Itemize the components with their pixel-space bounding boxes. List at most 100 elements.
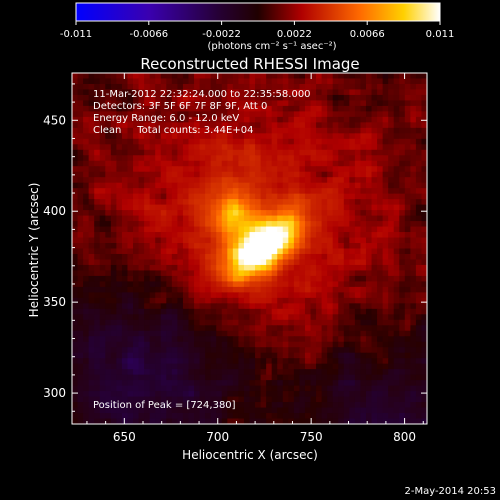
heatmap-cell <box>343 314 350 321</box>
heatmap-cell <box>182 330 190 337</box>
heatmap-cell <box>133 248 140 255</box>
heatmap-cell <box>371 363 378 370</box>
heatmap-cell <box>293 160 301 167</box>
heatmap-cell <box>415 325 423 332</box>
heatmap-cell <box>127 374 134 381</box>
y-tick-label: 400 <box>43 204 66 218</box>
heatmap-cell <box>354 116 362 123</box>
heatmap-cell <box>149 226 156 233</box>
heatmap-cell <box>404 358 411 365</box>
heatmap-cell <box>421 210 427 217</box>
heatmap-cell <box>155 358 162 365</box>
heatmap-cell <box>133 232 140 239</box>
heatmap-cell <box>166 253 173 261</box>
heatmap-cell <box>304 204 312 211</box>
heatmap-cell <box>77 380 84 387</box>
heatmap-cell <box>410 133 417 140</box>
heatmap-cell <box>138 94 145 102</box>
heatmap-cell <box>216 94 223 102</box>
heatmap-cell <box>316 105 323 112</box>
heatmap-cell <box>121 352 129 359</box>
heatmap-cell <box>77 177 84 184</box>
heatmap-cell <box>221 105 228 112</box>
heatmap-cell <box>138 171 145 178</box>
heatmap-cell <box>144 363 151 370</box>
heatmap-cell <box>216 352 223 359</box>
heatmap-cell <box>410 105 417 112</box>
heatmap-cell <box>94 385 101 392</box>
heatmap-cell <box>188 369 195 376</box>
heatmap-cell <box>188 380 195 387</box>
heatmap-cell <box>304 210 312 217</box>
heatmap-cell <box>210 380 217 387</box>
heatmap-cell <box>343 193 350 200</box>
heatmap-cell <box>205 232 212 239</box>
heatmap-cell <box>72 160 79 167</box>
heatmap-cell <box>216 347 223 354</box>
heatmap-cell <box>316 413 323 420</box>
heatmap-cell <box>288 127 295 134</box>
heatmap-cell <box>144 160 151 167</box>
heatmap-cell <box>415 199 423 206</box>
heatmap-cell <box>377 100 384 107</box>
heatmap-cell <box>271 237 278 244</box>
heatmap-cell <box>360 330 367 337</box>
heatmap-cell <box>360 105 367 112</box>
heatmap-cell <box>243 232 251 239</box>
heatmap-cell <box>110 133 117 140</box>
heatmap-cell <box>72 292 79 299</box>
heatmap-cell <box>377 89 384 96</box>
heatmap-cell <box>332 122 339 129</box>
heatmap-cell <box>138 352 145 359</box>
heatmap-cell <box>77 94 84 102</box>
heatmap-cell <box>410 73 417 80</box>
heatmap-cell <box>199 380 206 387</box>
heatmap-cell <box>188 149 195 156</box>
heatmap-cell <box>83 308 90 315</box>
heatmap-cell <box>415 363 423 370</box>
heatmap-cell <box>232 127 240 134</box>
heatmap-cell <box>360 73 367 80</box>
heatmap-cell <box>421 221 427 228</box>
heatmap-cell <box>288 248 295 255</box>
heatmap-cell <box>371 193 378 200</box>
heatmap-cell <box>127 144 134 151</box>
heatmap-cell <box>393 105 400 112</box>
heatmap-cell <box>182 385 190 392</box>
heatmap-cell <box>216 407 223 414</box>
heatmap-cell <box>371 314 378 321</box>
heatmap-cell <box>338 248 345 255</box>
heatmap-cell <box>166 73 173 80</box>
heatmap-cell <box>415 336 423 343</box>
heatmap-cell <box>349 83 356 91</box>
heatmap-cell <box>321 149 328 156</box>
heatmap-cell <box>360 308 367 315</box>
heatmap-cell <box>210 330 217 337</box>
heatmap-cell <box>110 374 117 381</box>
heatmap-cell <box>271 292 278 299</box>
heatmap-cell <box>221 369 228 376</box>
heatmap-cell <box>105 341 112 348</box>
heatmap-cell <box>221 78 228 85</box>
heatmap-cell <box>304 352 312 359</box>
heatmap-cell <box>354 243 362 250</box>
heatmap-cell <box>166 407 173 414</box>
heatmap-cell <box>271 243 278 250</box>
heatmap-cell <box>77 166 84 173</box>
heatmap-cell <box>365 116 373 123</box>
heatmap-cell <box>310 253 317 261</box>
heatmap-cell <box>205 248 212 255</box>
heatmap-cell <box>388 237 395 244</box>
heatmap-cell <box>171 105 178 112</box>
heatmap-cell <box>210 204 217 211</box>
heatmap-cell <box>72 243 79 250</box>
heatmap-cell <box>127 166 134 173</box>
heatmap-cell <box>349 264 356 272</box>
heatmap-cell <box>188 297 195 304</box>
heatmap-cell <box>127 341 134 348</box>
heatmap-cell <box>255 221 262 228</box>
heatmap-cell <box>110 105 117 112</box>
heatmap-cell <box>205 210 212 217</box>
heatmap-cell <box>327 275 334 282</box>
heatmap-cell <box>388 319 395 326</box>
